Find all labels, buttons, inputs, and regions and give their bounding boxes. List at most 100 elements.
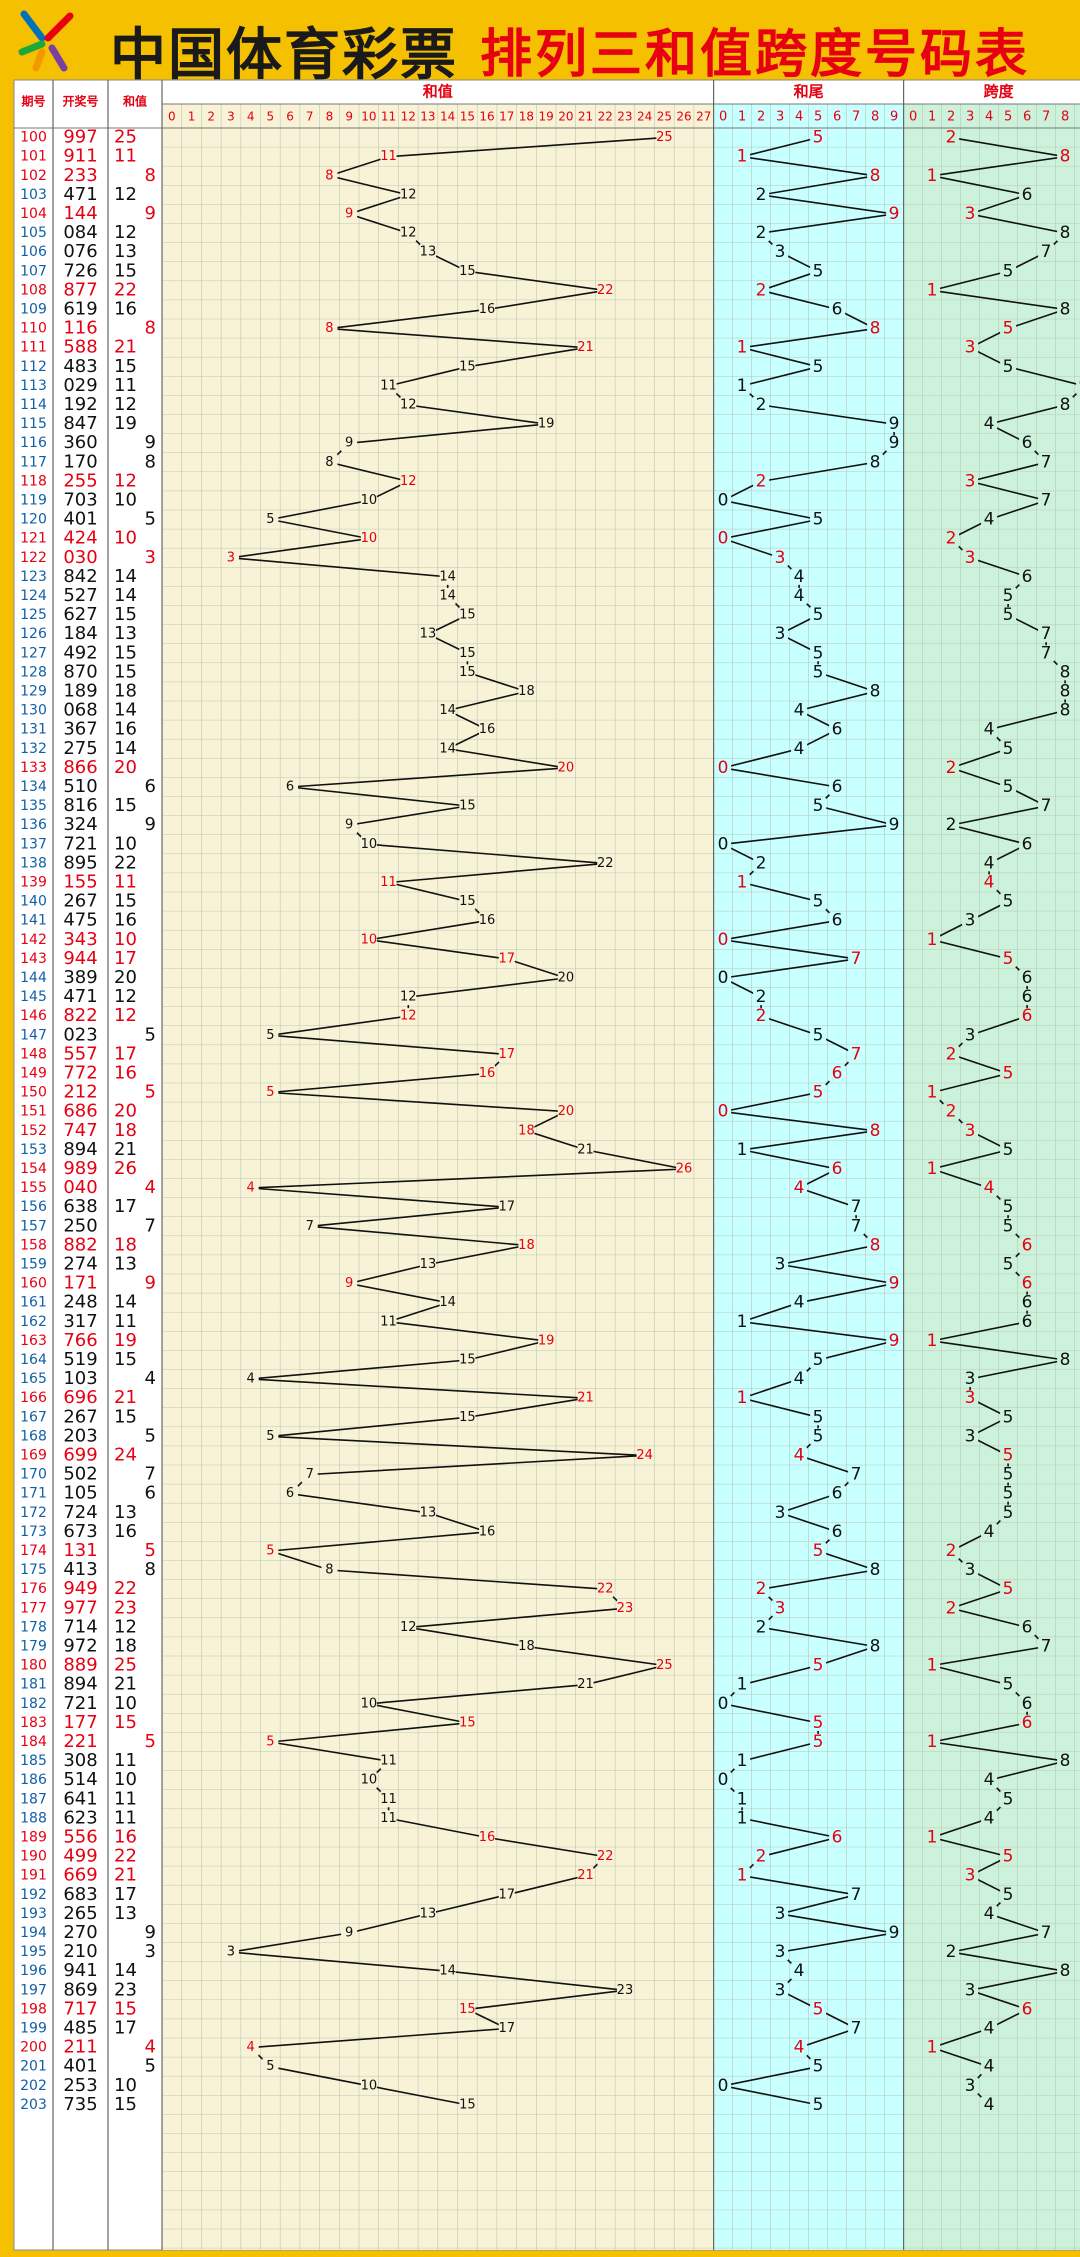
period-label: 158 [20,1237,47,1253]
sum-value: 13 [114,1502,137,1523]
sum-point-bg [222,1944,239,1961]
sum-value: 8 [145,165,156,186]
tail-point-bg [848,950,865,967]
sum-point-bg [636,1447,653,1464]
span-point-bg [1019,1237,1036,1254]
draw-number: 250 [63,1215,97,1236]
span-point: 3 [965,1121,976,1141]
period-label: 198 [20,2001,47,2017]
draw-number: 248 [63,1292,97,1313]
draw-number: 822 [63,1005,97,1026]
sum-point: 17 [498,951,515,966]
span-point-bg [962,339,979,356]
sum-value: 5 [145,1540,156,1561]
period-label: 141 [20,913,47,929]
sum-point: 15 [459,264,476,279]
tick-label-sum: 10 [361,110,376,124]
tail-point: 3 [775,1904,786,1924]
draw-number: 519 [63,1349,97,1370]
period-label: 113 [20,378,47,394]
sum-point-bg [380,377,397,394]
sum-point-bg [400,989,417,1006]
span-point: 6 [1022,1312,1033,1332]
period-label: 160 [20,1276,47,1292]
span-point-bg [1019,1275,1036,1292]
period-label: 171 [20,1486,47,1502]
span-point-bg [962,205,979,222]
span-point: 4 [984,1522,995,1542]
sum-point-bg [360,1695,377,1712]
span-point-bg [962,549,979,566]
span-point-bg [943,129,960,146]
sum-point: 16 [479,1830,496,1845]
sum-point: 7 [306,1219,314,1234]
sum-value: 10 [114,2075,137,2096]
sum-point-bg [656,129,673,146]
span-point: 5 [1003,261,1014,281]
period-label: 147 [20,1027,47,1043]
tick-label-span: 3 [966,110,974,125]
period-label: 192 [20,1887,47,1903]
sum-point-bg [262,1542,279,1559]
sum-point: 26 [676,1161,693,1176]
span-point: 5 [1003,1140,1014,1160]
sum-value: 4 [145,1368,156,1389]
tail-point: 2 [756,987,767,1007]
span-point-bg [1000,1256,1017,1273]
draw-number: 895 [63,852,97,873]
span-point-bg [962,1122,979,1139]
tick-label-tail: 0 [719,110,727,125]
draw-number: 557 [63,1043,97,1064]
span-point: 6 [1022,1694,1033,1714]
sum-value: 12 [114,222,137,243]
sum-point: 9 [345,818,353,833]
tick-label-span: 7 [1042,110,1050,125]
span-point-bg [1019,1619,1036,1636]
span-point-bg [924,931,941,948]
sum-point-bg [538,1332,555,1349]
sum-point-bg [380,1791,397,1808]
tick-label-tail: 1 [738,110,746,125]
sum-point-bg [262,2058,279,2075]
span-point-bg [1057,683,1074,700]
tail-point: 1 [737,872,748,892]
span-point: 4 [984,1770,995,1790]
span-point: 1 [927,1732,938,1752]
sum-point-bg [439,740,456,757]
draw-number: 717 [63,1998,97,2019]
sum-point: 4 [247,2040,255,2055]
sum-value: 16 [114,298,137,319]
sum-point-bg [400,1008,417,1025]
tail-point-bg [867,1237,884,1254]
draw-number: 471 [63,184,97,205]
tail-point-bg [734,1313,751,1330]
tail-point-bg [715,931,732,948]
sum-point: 8 [325,168,333,183]
sum-point: 15 [459,608,476,623]
sum-point-bg [262,511,279,528]
sum-point-bg [577,1141,594,1158]
sum-value: 10 [114,528,137,549]
tail-point: 0 [718,2076,729,2096]
draw-number: 816 [63,795,97,816]
sum-value: 9 [145,1273,156,1294]
tail-point-bg [715,1695,732,1712]
sum-point-bg [419,1905,436,1922]
sum-point: 20 [558,970,575,985]
draw-number: 619 [63,298,97,319]
span-point: 7 [1041,490,1052,510]
sum-value: 14 [114,738,137,759]
sum-point: 15 [459,359,476,374]
tail-point-bg [734,1791,751,1808]
tail-point-bg [791,1371,808,1388]
period-label: 112 [20,359,47,375]
sum-value: 23 [114,1597,137,1618]
period-label: 172 [20,1505,47,1521]
span-point-bg [1000,1886,1017,1903]
period-label: 106 [20,244,47,260]
tail-point-bg [734,1390,751,1407]
sum-value: 5 [145,1425,156,1446]
sum-point: 10 [361,1773,378,1788]
sum-value: 10 [114,1769,137,1790]
